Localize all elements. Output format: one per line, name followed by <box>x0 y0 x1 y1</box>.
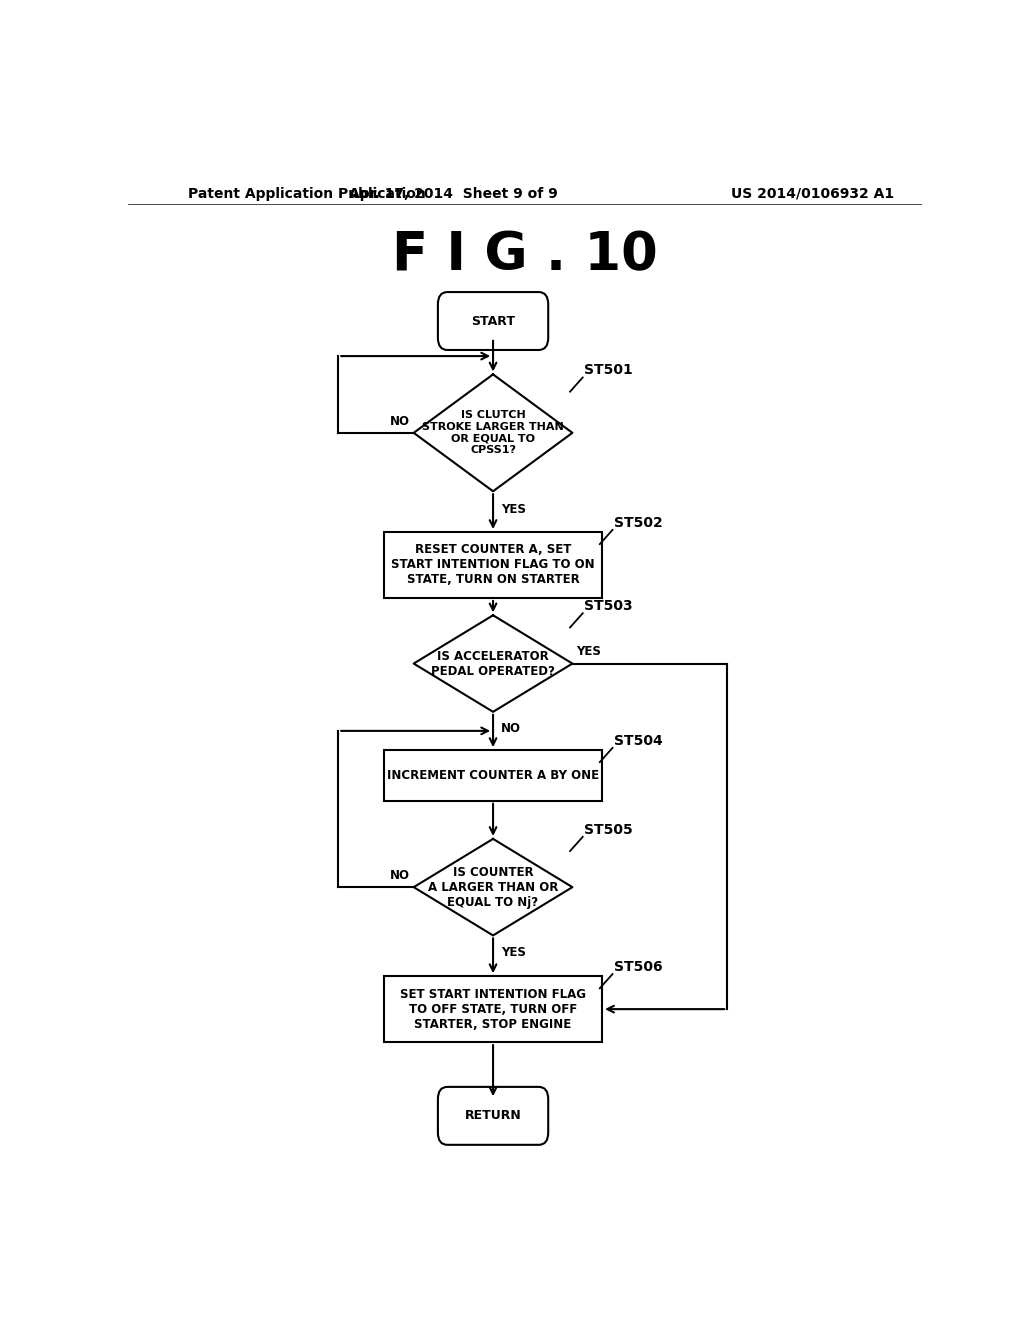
Bar <box>384 750 602 801</box>
Text: NO: NO <box>390 869 410 882</box>
Text: NO: NO <box>501 722 521 735</box>
Text: ST505: ST505 <box>585 822 633 837</box>
Text: INCREMENT COUNTER A BY ONE: INCREMENT COUNTER A BY ONE <box>387 768 599 781</box>
Text: IS ACCELERATOR
PEDAL OPERATED?: IS ACCELERATOR PEDAL OPERATED? <box>431 649 555 677</box>
Bar <box>384 975 602 1043</box>
Text: Patent Application Publication: Patent Application Publication <box>187 187 425 201</box>
Text: YES: YES <box>577 645 601 659</box>
Text: NO: NO <box>390 414 410 428</box>
Text: F I G . 10: F I G . 10 <box>392 228 657 281</box>
Text: SET START INTENTION FLAG
TO OFF STATE, TURN OFF
STARTER, STOP ENGINE: SET START INTENTION FLAG TO OFF STATE, T… <box>400 987 586 1031</box>
Text: Apr. 17, 2014  Sheet 9 of 9: Apr. 17, 2014 Sheet 9 of 9 <box>349 187 558 201</box>
Text: RETURN: RETURN <box>465 1109 521 1122</box>
FancyBboxPatch shape <box>438 1086 548 1144</box>
Text: IS COUNTER
A LARGER THAN OR
EQUAL TO Nj?: IS COUNTER A LARGER THAN OR EQUAL TO Nj? <box>428 866 558 908</box>
FancyBboxPatch shape <box>438 292 548 350</box>
Text: IS CLUTCH
STROKE LARGER THAN
OR EQUAL TO
CPSS1?: IS CLUTCH STROKE LARGER THAN OR EQUAL TO… <box>422 411 564 455</box>
Text: US 2014/0106932 A1: US 2014/0106932 A1 <box>731 187 894 201</box>
Text: ST502: ST502 <box>614 516 663 529</box>
Text: ST506: ST506 <box>614 960 663 974</box>
Text: START: START <box>471 314 515 327</box>
Text: YES: YES <box>501 503 526 516</box>
Text: ST504: ST504 <box>614 734 663 748</box>
Bar <box>384 532 602 598</box>
Text: RESET COUNTER A, SET
START INTENTION FLAG TO ON
STATE, TURN ON STARTER: RESET COUNTER A, SET START INTENTION FLA… <box>391 544 595 586</box>
Text: YES: YES <box>501 945 526 958</box>
Text: ST501: ST501 <box>585 363 633 378</box>
Text: ST503: ST503 <box>585 599 633 614</box>
